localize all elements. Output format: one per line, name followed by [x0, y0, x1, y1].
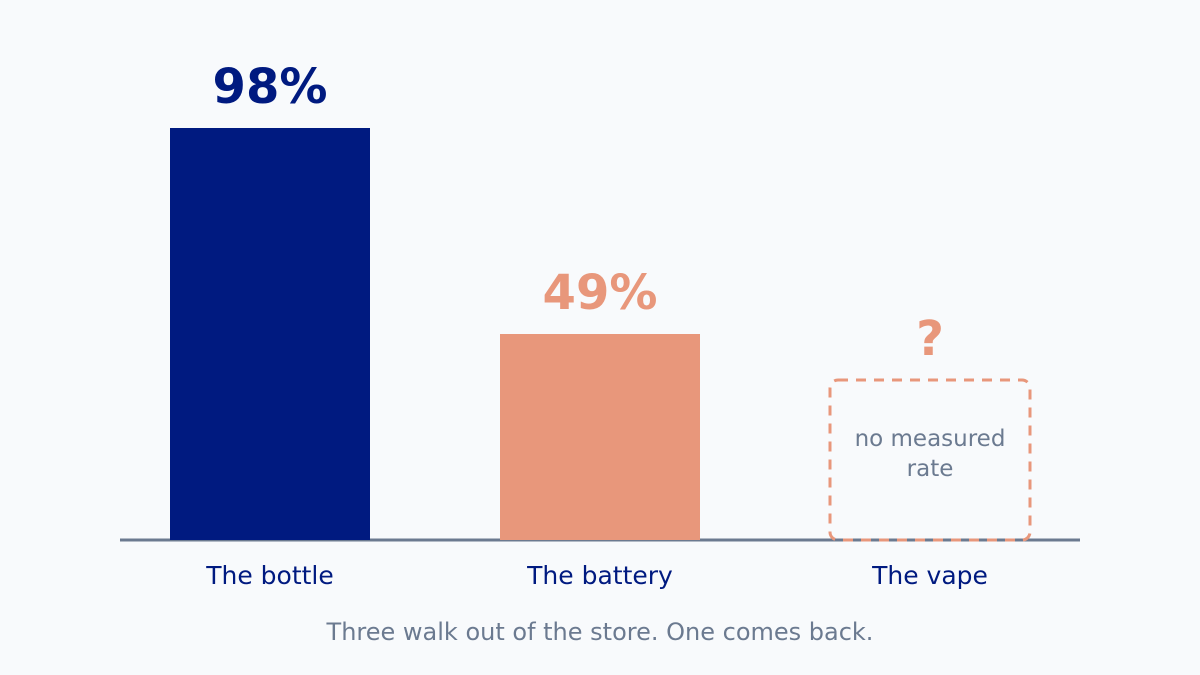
value-label: ? — [916, 311, 944, 367]
x-tick-label: The vape — [871, 561, 988, 590]
caption: Three walk out of the store. One comes b… — [326, 618, 874, 646]
value-label: 49% — [543, 265, 658, 321]
bar — [500, 334, 700, 540]
bar — [170, 128, 370, 540]
x-tick-label: The battery — [526, 561, 673, 590]
value-label: 98% — [213, 59, 328, 115]
x-tick-label: The bottle — [205, 561, 334, 590]
annotation: no measured rate — [854, 426, 1006, 482]
missing-bar — [828, 378, 1032, 542]
